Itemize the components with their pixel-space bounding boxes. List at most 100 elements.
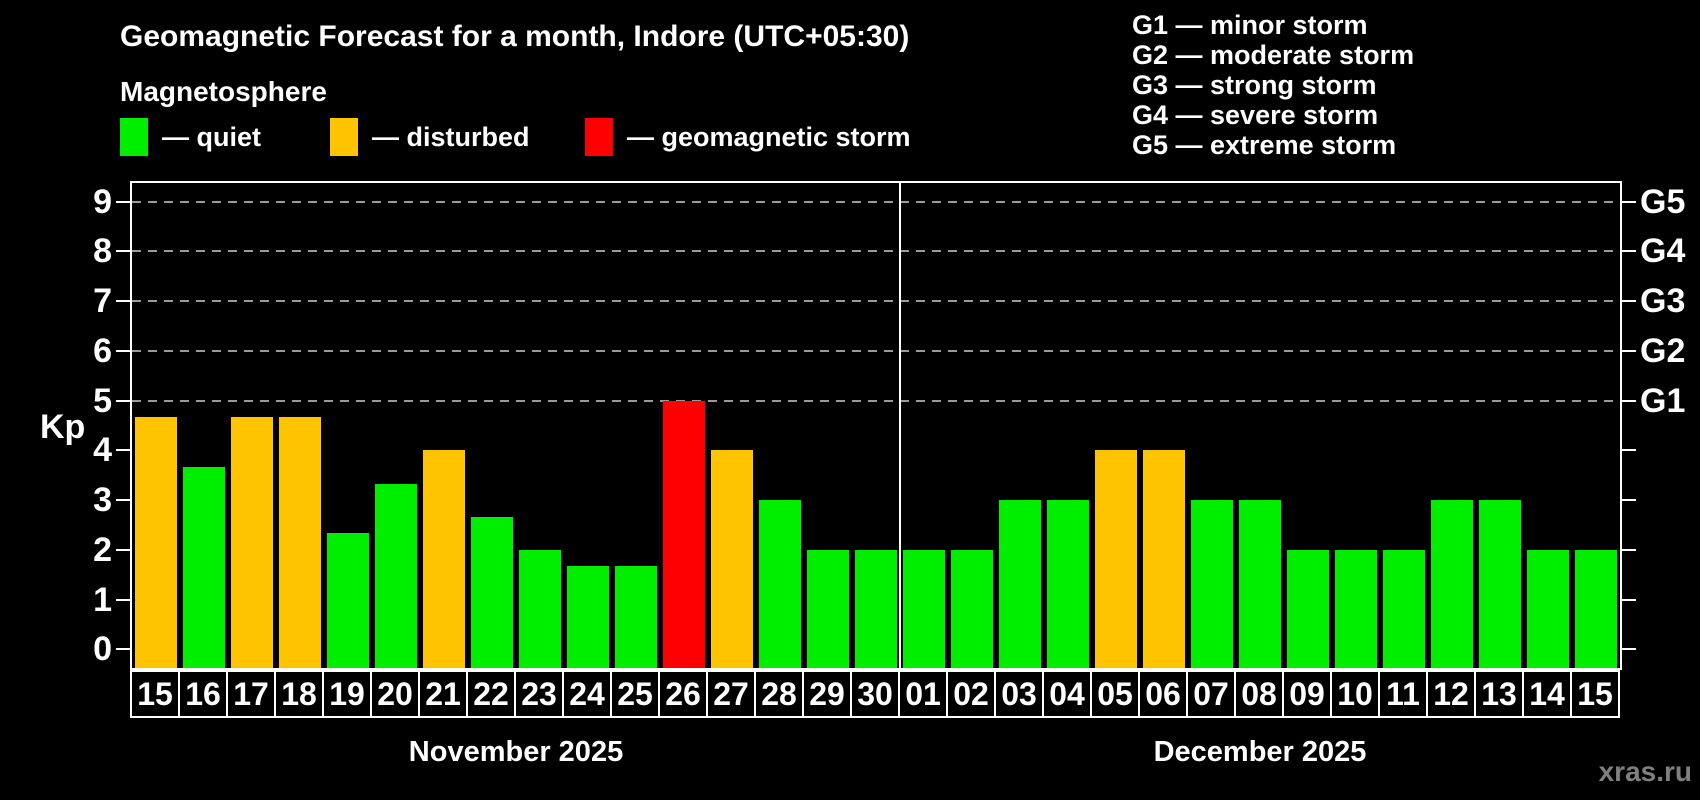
day-label-13: 13 bbox=[1474, 670, 1524, 718]
day-label-12: 12 bbox=[1426, 670, 1476, 718]
legend-label-storm: — geomagnetic storm bbox=[627, 121, 911, 152]
day-label-26: 26 bbox=[658, 670, 708, 718]
bar-slot-12 bbox=[1428, 183, 1476, 668]
bar-slot-03 bbox=[996, 183, 1044, 668]
kp-bar bbox=[1335, 550, 1377, 668]
bar-slot-05 bbox=[1092, 183, 1140, 668]
y-tick-label-9: 9 bbox=[93, 182, 112, 221]
bar-slot-30 bbox=[852, 183, 900, 668]
left-tick-4 bbox=[116, 449, 130, 452]
g-level-label-G1: G1 bbox=[1640, 381, 1686, 420]
day-label-10: 10 bbox=[1330, 670, 1380, 718]
left-tick-6 bbox=[116, 349, 130, 352]
day-label-16: 16 bbox=[178, 670, 228, 718]
kp-bar bbox=[1527, 550, 1569, 668]
kp-bar bbox=[1479, 500, 1521, 668]
month-label-november: November 2025 bbox=[408, 736, 624, 768]
kp-bar bbox=[1431, 500, 1473, 668]
kp-bar bbox=[375, 484, 417, 668]
day-label-05: 05 bbox=[1090, 670, 1140, 718]
day-label-07: 07 bbox=[1186, 670, 1236, 718]
kp-bar bbox=[1095, 450, 1137, 668]
kp-bar bbox=[1383, 550, 1425, 668]
kp-bar bbox=[279, 417, 321, 668]
bar-slot-15 bbox=[132, 183, 180, 668]
left-tick-1 bbox=[116, 598, 130, 601]
day-label-09: 09 bbox=[1282, 670, 1332, 718]
left-tick-0 bbox=[116, 648, 130, 651]
left-tick-3 bbox=[116, 499, 130, 502]
kp-bar bbox=[1143, 450, 1185, 668]
day-label-20: 20 bbox=[370, 670, 420, 718]
gridline-kp5 bbox=[132, 399, 1620, 402]
left-tick-8 bbox=[116, 250, 130, 253]
day-axis-row: 15 16 17 18 19 20 21 22 23 24 25 26 27 28 29 30 01 02 03 04… bbox=[130, 670, 1620, 718]
disturbed-color-swatch bbox=[330, 118, 358, 156]
right-tick-9 bbox=[1622, 200, 1636, 203]
kp-bar bbox=[999, 500, 1041, 668]
day-label-19: 19 bbox=[322, 670, 372, 718]
kp-bar bbox=[1575, 550, 1617, 668]
legend-item-disturbed: — disturbed bbox=[330, 116, 530, 158]
right-tick-4 bbox=[1622, 449, 1636, 452]
day-label-01: 01 bbox=[898, 670, 948, 718]
kp-bar bbox=[951, 550, 993, 668]
g-level-label-G4: G4 bbox=[1640, 232, 1686, 271]
plot-area: 0 1 2 3 4 5 6 7 8 9 G1 G2 G3 G4 G5 bbox=[93, 181, 1685, 670]
y-tick-label-7: 7 bbox=[93, 282, 112, 321]
bar-slot-04 bbox=[1044, 183, 1092, 668]
month-label-december: December 2025 bbox=[1153, 736, 1367, 768]
right-tick-2 bbox=[1622, 548, 1636, 551]
day-label-21: 21 bbox=[418, 670, 468, 718]
g-legend-line-5: G5 — extreme storm bbox=[1132, 130, 1397, 160]
day-label-23: 23 bbox=[514, 670, 564, 718]
kp-bar bbox=[1047, 500, 1089, 668]
kp-bar bbox=[615, 566, 657, 668]
g-legend-line-4: G4 — severe storm bbox=[1132, 100, 1379, 130]
day-label-28: 28 bbox=[754, 670, 804, 718]
right-tick-7 bbox=[1622, 300, 1636, 303]
day-label-02: 02 bbox=[946, 670, 996, 718]
kp-bar bbox=[855, 550, 897, 668]
kp-bar bbox=[663, 401, 705, 668]
day-label-30: 30 bbox=[850, 670, 900, 718]
kp-bar bbox=[231, 417, 273, 668]
kp-status-legend: — quiet — disturbed — geomagnetic storm bbox=[0, 116, 1100, 158]
y-tick-label-2: 2 bbox=[93, 530, 112, 569]
left-tick-7 bbox=[116, 300, 130, 303]
bar-slot-13 bbox=[1476, 183, 1524, 668]
kp-bar bbox=[903, 550, 945, 668]
day-label-06: 06 bbox=[1138, 670, 1188, 718]
right-tick-8 bbox=[1622, 250, 1636, 253]
bar-slot-19 bbox=[324, 183, 372, 668]
day-label-15: 15 bbox=[130, 670, 180, 718]
bar-slot-22 bbox=[468, 183, 516, 668]
right-tick-5 bbox=[1622, 399, 1636, 402]
y-tick-label-0: 0 bbox=[93, 630, 112, 669]
bars-container bbox=[132, 183, 1620, 668]
day-label-24: 24 bbox=[562, 670, 612, 718]
kp-bar bbox=[567, 566, 609, 668]
day-label-18: 18 bbox=[274, 670, 324, 718]
bar-slot-21 bbox=[420, 183, 468, 668]
quiet-color-swatch bbox=[120, 118, 148, 156]
legend-item-quiet: — quiet bbox=[120, 116, 261, 158]
y-tick-label-6: 6 bbox=[93, 331, 112, 370]
bar-slot-07 bbox=[1188, 183, 1236, 668]
kp-bar bbox=[423, 450, 465, 668]
kp-bar bbox=[327, 533, 369, 668]
gridline-kp9 bbox=[132, 200, 1620, 203]
g-legend-line-1: G1 — minor storm bbox=[1132, 10, 1368, 40]
day-label-04: 04 bbox=[1042, 670, 1092, 718]
bar-slot-20 bbox=[372, 183, 420, 668]
bar-slot-27 bbox=[708, 183, 756, 668]
legend-label-quiet: — quiet bbox=[162, 121, 261, 152]
month-separator bbox=[899, 183, 901, 668]
bar-slot-26 bbox=[660, 183, 708, 668]
day-label-15: 15 bbox=[1570, 670, 1620, 718]
y-tick-label-3: 3 bbox=[93, 481, 112, 520]
bar-slot-11 bbox=[1380, 183, 1428, 668]
bar-slot-02 bbox=[948, 183, 996, 668]
bar-slot-15 bbox=[1572, 183, 1620, 668]
bar-slot-25 bbox=[612, 183, 660, 668]
